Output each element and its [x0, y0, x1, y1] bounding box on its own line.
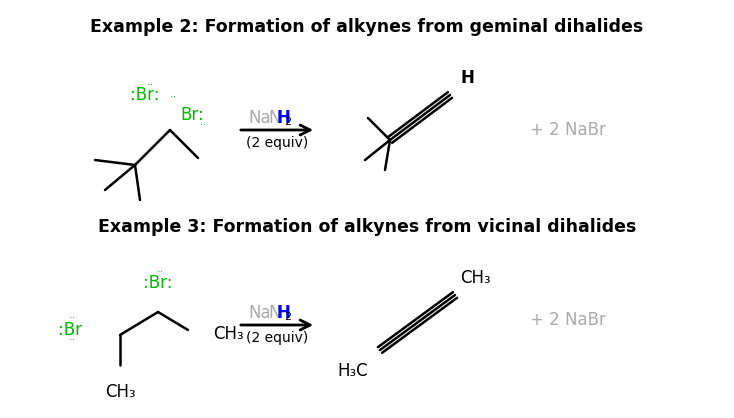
Text: Br:: Br: [180, 106, 204, 124]
Text: :Br: :Br [58, 321, 82, 339]
Text: H: H [460, 69, 474, 87]
Text: Example 2: Formation of alkynes from geminal dihalides: Example 2: Formation of alkynes from gem… [90, 18, 644, 36]
Text: ··: ·· [146, 80, 153, 90]
Text: ··: ·· [156, 267, 164, 277]
Text: N: N [268, 304, 280, 322]
Text: (2 equiv): (2 equiv) [246, 136, 308, 150]
Text: CH₃: CH₃ [105, 383, 135, 401]
Text: CH₃: CH₃ [460, 269, 490, 287]
Text: :Br:: :Br: [130, 86, 160, 104]
Text: H: H [276, 304, 290, 322]
Text: Example 3: Formation of alkynes from vicinal dihalides: Example 3: Formation of alkynes from vic… [98, 218, 636, 236]
Text: N: N [268, 109, 280, 127]
Text: + 2 NaBr: + 2 NaBr [530, 311, 606, 329]
Text: H₃C: H₃C [338, 362, 368, 380]
Text: H: H [276, 109, 290, 127]
Text: ··: ·· [68, 313, 76, 323]
Text: (2 equiv): (2 equiv) [246, 331, 308, 345]
Text: + 2 NaBr: + 2 NaBr [530, 121, 606, 139]
Text: ··: ·· [68, 335, 76, 345]
Text: Na: Na [248, 109, 271, 127]
Text: Na: Na [248, 304, 271, 322]
Text: CH₃: CH₃ [213, 325, 244, 343]
Text: :Br:: :Br: [143, 274, 172, 292]
Text: ··: ·· [200, 120, 206, 130]
Text: ··: ·· [170, 92, 176, 102]
Text: 2: 2 [284, 117, 291, 127]
Text: 2: 2 [284, 312, 291, 322]
